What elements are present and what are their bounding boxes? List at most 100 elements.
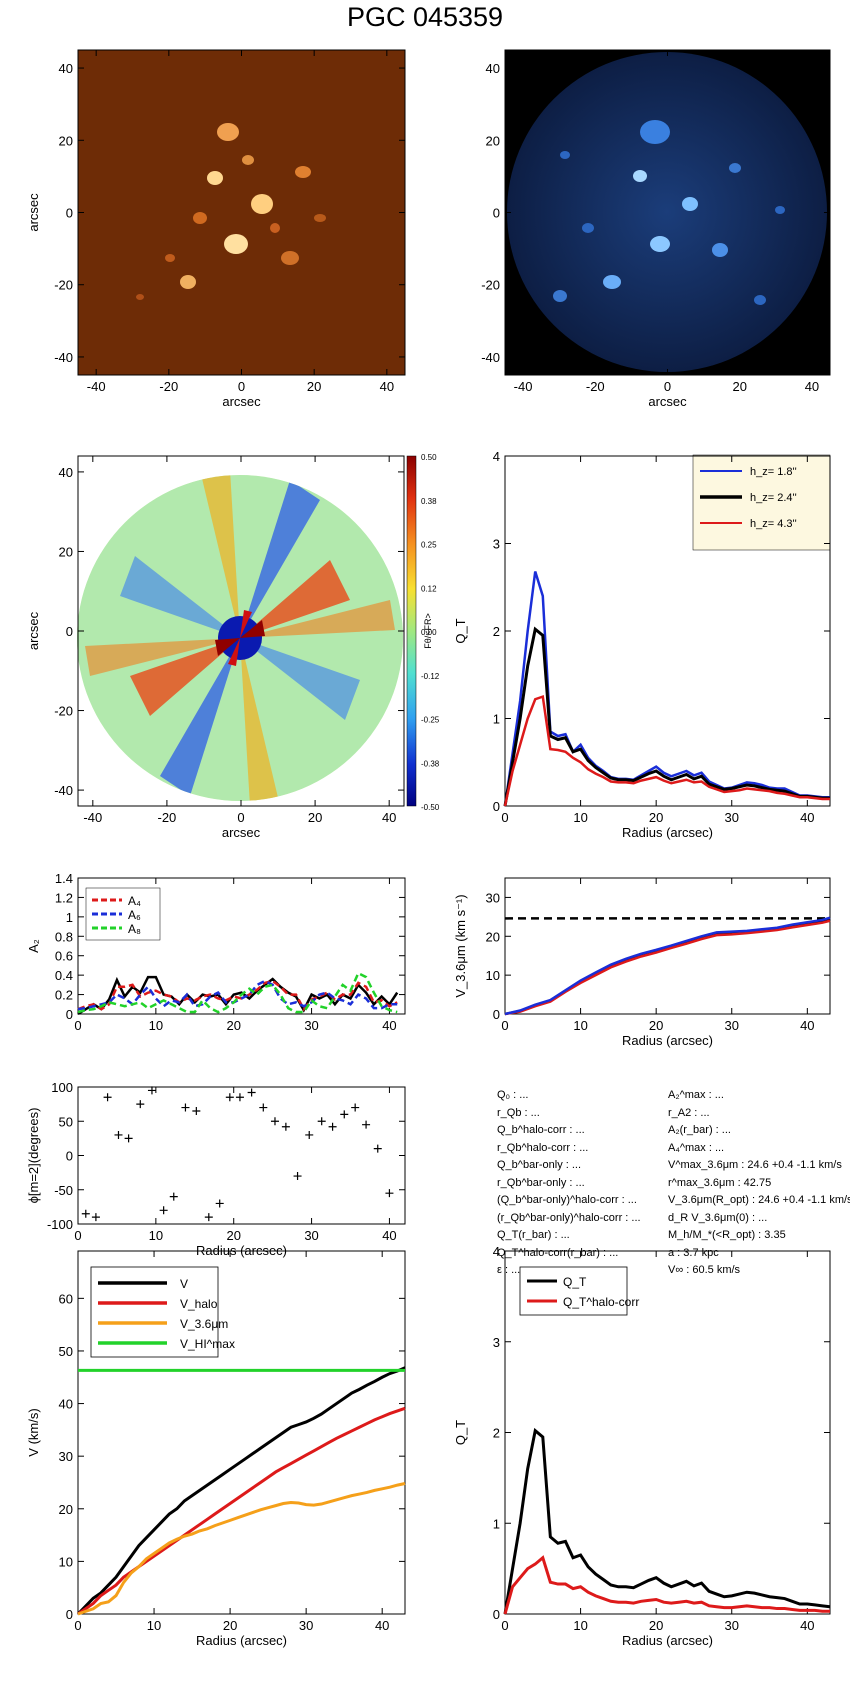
qt-halo-legend-label: Q_T bbox=[563, 1275, 587, 1289]
info-left-2: Q_b^halo-corr : ... bbox=[497, 1124, 585, 1136]
info-left-9: Q_T^halo-corr(r_bar) : ... bbox=[497, 1246, 619, 1259]
phase-xtick-label: 30 bbox=[304, 1228, 318, 1243]
qt_halo-series-line bbox=[503, 1555, 830, 1615]
v36-xtick-label: 40 bbox=[800, 1018, 814, 1033]
v36-ytick-label: 0 bbox=[493, 1007, 500, 1022]
qt_halo-xtick-label: 10 bbox=[573, 1618, 587, 1633]
phase-point bbox=[281, 1122, 290, 1131]
amplitudes-legend-label: A₆ bbox=[128, 908, 141, 922]
info-right-10: V∞ : 60.5 km/s bbox=[668, 1264, 741, 1276]
force-map-panel bbox=[77, 455, 417, 807]
rotation-legend-label: V_halo bbox=[180, 1297, 218, 1311]
phase-point bbox=[124, 1134, 133, 1143]
amplitudes-ytick-label: 1.4 bbox=[55, 871, 73, 886]
phase-point bbox=[385, 1189, 394, 1198]
force-map-ytick-label: -40 bbox=[54, 783, 73, 798]
phase-point bbox=[215, 1199, 224, 1208]
amplitudes-ytick-label: 0 bbox=[66, 1007, 73, 1022]
phase-point bbox=[362, 1120, 371, 1129]
phase-point bbox=[192, 1106, 201, 1115]
image-right-ytick-label: -20 bbox=[481, 278, 500, 293]
v36-xtick-label: 20 bbox=[649, 1018, 663, 1033]
image-right-xtick-label: 0 bbox=[664, 379, 671, 394]
amplitudes-ytick-label: 0.8 bbox=[55, 929, 73, 944]
amplitudes-legend-box bbox=[85, 887, 161, 941]
info-right-3: A₄^max : ... bbox=[668, 1141, 725, 1154]
page-title: PGC 045359 bbox=[346, 2, 504, 32]
rotation-ytick-label: 0 bbox=[66, 1607, 73, 1622]
qt_halo-xtick-label: 30 bbox=[725, 1618, 739, 1633]
image-right-xtick-label: -20 bbox=[586, 379, 605, 394]
image-left-xtick-label: 20 bbox=[307, 379, 321, 394]
rotation-xtick-label: 40 bbox=[375, 1618, 389, 1633]
image-left-ylabel: arcsec bbox=[26, 193, 41, 232]
info-right-9: a : 3.7 kpc bbox=[668, 1246, 719, 1259]
phase-point bbox=[225, 1093, 234, 1102]
phase-point bbox=[114, 1130, 123, 1139]
v36-ytick-label: 20 bbox=[486, 929, 500, 944]
phase-xtick-label: 0 bbox=[74, 1228, 81, 1243]
qt_hz-ytick-label: 4 bbox=[493, 449, 500, 464]
info-left-7: (r_Qb^bar-only)^halo-corr : ... bbox=[497, 1211, 641, 1224]
colorbar-tick-label: -0.38 bbox=[421, 759, 440, 768]
image-left-ytick-label: -20 bbox=[54, 278, 73, 293]
phase-point bbox=[259, 1103, 268, 1112]
amplitudes-xtick-label: 0 bbox=[74, 1018, 81, 1033]
image-left-ytick-label: -40 bbox=[54, 350, 73, 365]
info-left-5: r_Qb^bar-only : ... bbox=[497, 1176, 585, 1189]
force-map-ytick-label: 20 bbox=[59, 544, 73, 559]
qt-hz-legend-label: h_z= 1.8'' bbox=[750, 466, 797, 478]
rotation-xlabel: Radius (arcsec) bbox=[196, 1633, 287, 1648]
phase-point bbox=[235, 1093, 244, 1102]
phase-point bbox=[270, 1117, 279, 1126]
image-left-xtick-label: -40 bbox=[87, 379, 106, 394]
phase-point bbox=[147, 1086, 156, 1095]
info-left-0: Q₀ : ... bbox=[497, 1089, 529, 1101]
galaxy-image-orange bbox=[78, 50, 405, 375]
force-map-xlabel: arcsec bbox=[222, 825, 261, 840]
qt_hz-xtick-label: 40 bbox=[800, 810, 814, 825]
amplitudes-series-line bbox=[77, 971, 398, 1014]
phase-point bbox=[204, 1213, 213, 1222]
amplitudes-ytick-label: 0.2 bbox=[55, 988, 73, 1003]
phase-point bbox=[373, 1144, 382, 1153]
rotation-ytick-label: 40 bbox=[59, 1397, 73, 1412]
colorbar-tick-label: 0.50 bbox=[421, 453, 437, 462]
info-left-8: Q_T(r_bar) : ... bbox=[497, 1229, 570, 1241]
info-left-block: Q₀ : ... r_Qb : ... Q_b^halo-corr : ... … bbox=[497, 1087, 641, 1280]
force-map-xtick-label: 40 bbox=[382, 810, 396, 825]
qt_halo-ytick-label: 1 bbox=[493, 1516, 500, 1531]
info-right-0: A₂^max : ... bbox=[668, 1089, 724, 1101]
qt_halo-ylabel: Q_T bbox=[453, 1420, 468, 1445]
image-right-ytick-label: -40 bbox=[481, 350, 500, 365]
info-left-4: Q_b^bar-only : ... bbox=[497, 1159, 582, 1171]
colorbar-tick-label: 0.12 bbox=[421, 584, 437, 593]
qt_hz-xtick-label: 20 bbox=[649, 810, 663, 825]
galaxy-emission-blobs-blue bbox=[553, 120, 785, 305]
qt_hz-ylabel: Q_T bbox=[453, 618, 468, 643]
rotation-series-line bbox=[76, 1366, 406, 1616]
qt_hz-xtick-label: 10 bbox=[573, 810, 587, 825]
v36-series-line bbox=[504, 916, 831, 1016]
force-map-xtick-label: -20 bbox=[158, 810, 177, 825]
amplitudes-xtick-label: 20 bbox=[226, 1018, 240, 1033]
qt_halo-ytick-label: 0 bbox=[493, 1607, 500, 1622]
qt_hz-series-line bbox=[503, 571, 830, 807]
qt_halo-xtick-label: 40 bbox=[800, 1618, 814, 1633]
colorbar-tick-label: 0.25 bbox=[421, 541, 437, 550]
phase-point bbox=[103, 1093, 112, 1102]
v36-ytick-label: 30 bbox=[486, 890, 500, 905]
rotation-xtick-label: 20 bbox=[223, 1618, 237, 1633]
image-left-xtick-label: 40 bbox=[380, 379, 394, 394]
qt-halo-legend-box bbox=[519, 1266, 628, 1316]
info-right-6: V_3.6μm(R_opt) : 24.6 +0.4 -1.1 km/s bbox=[668, 1194, 850, 1206]
colorbar-tick-label: 0.38 bbox=[421, 497, 437, 506]
phase-ylabel: ϕ[m=2](degrees) bbox=[26, 1108, 41, 1204]
info-right-4: V^max_3.6μm : 24.6 +0.4 -1.1 km/s bbox=[668, 1159, 842, 1171]
rotation-legend-label: V_HI^max bbox=[180, 1337, 235, 1351]
image-right-ytick-label: 40 bbox=[486, 61, 500, 76]
v36-xtick-label: 30 bbox=[725, 1018, 739, 1033]
force-map-pattern bbox=[77, 475, 403, 801]
